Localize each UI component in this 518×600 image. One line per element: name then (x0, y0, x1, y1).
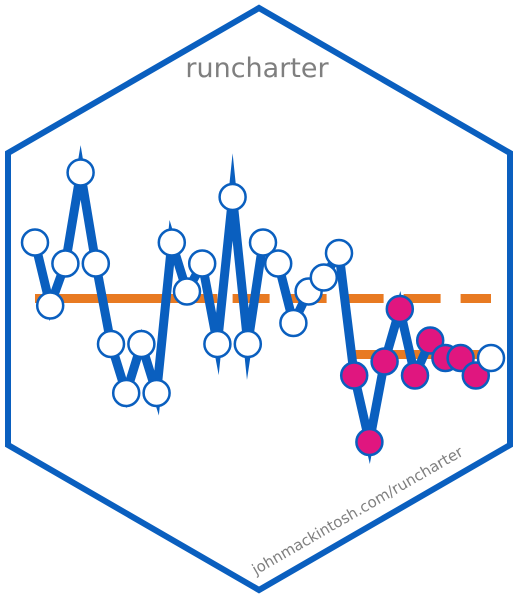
data-point-7 (111, 378, 141, 408)
data-point-20 (309, 263, 339, 292)
data-point-17 (263, 249, 293, 278)
data-point-5 (81, 249, 111, 278)
data-point-14 (218, 182, 247, 212)
highlighted-point-22 (339, 361, 369, 390)
data-point-2 (35, 291, 65, 320)
data-point-9 (142, 378, 171, 408)
highlighted-point-26 (400, 361, 430, 390)
data-point-31 (476, 343, 506, 373)
data-point-21 (324, 238, 354, 268)
highlighted-point-23 (355, 427, 384, 457)
data-point-12 (187, 249, 217, 278)
data-point-11 (172, 277, 202, 306)
data-point-13 (203, 329, 232, 359)
run-chart (20, 145, 506, 465)
data-point-6 (96, 329, 126, 359)
data-point-3 (51, 249, 80, 278)
data-point-16 (248, 228, 278, 257)
data-point-18 (279, 308, 308, 338)
data-point-4 (66, 158, 95, 187)
logo-title: runcharter (185, 53, 329, 84)
data-point-1 (20, 228, 50, 257)
data-point-8 (127, 329, 156, 359)
highlighted-point-24 (370, 347, 399, 376)
data-point-15 (233, 329, 263, 359)
data-point-10 (157, 228, 187, 257)
highlighted-point-25 (385, 294, 415, 324)
